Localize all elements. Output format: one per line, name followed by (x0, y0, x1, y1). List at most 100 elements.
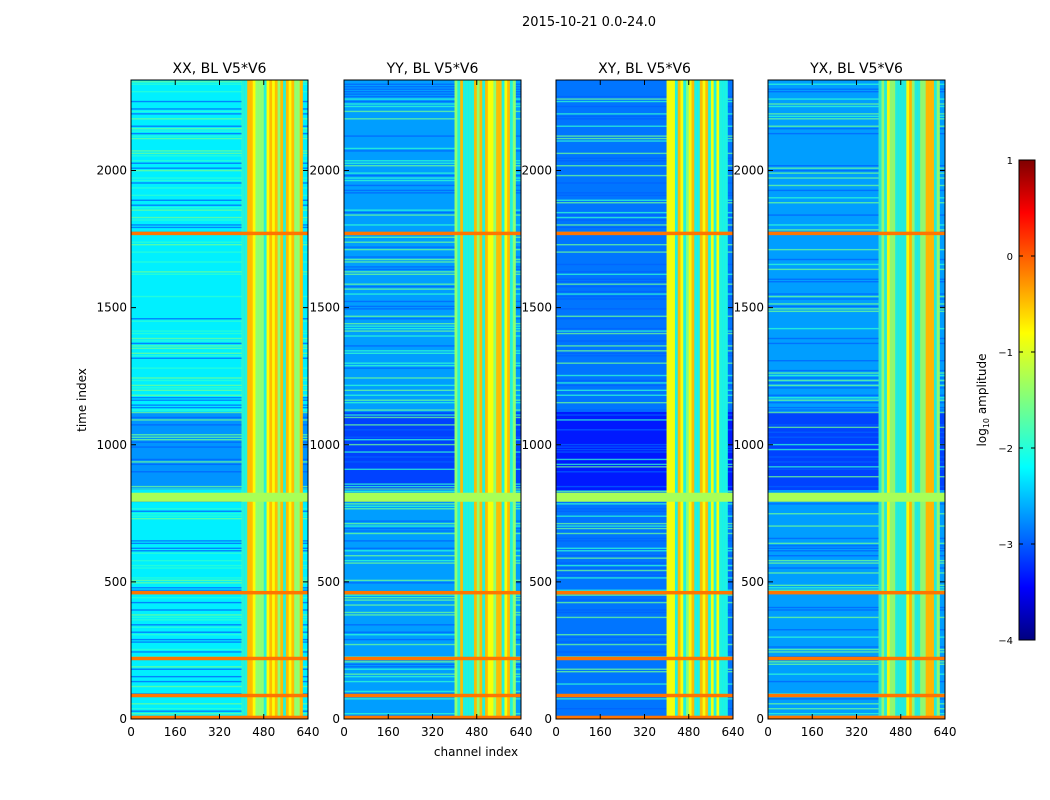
x-tick-label: 480 (465, 725, 488, 739)
time-streak (768, 327, 945, 330)
time-streak (556, 616, 733, 619)
time-streak (344, 266, 521, 268)
panel-title: XY, BL V5*V6 (598, 61, 691, 77)
time-streak (556, 192, 733, 194)
time-streak (344, 110, 521, 113)
time-streak (131, 244, 308, 246)
time-streak (131, 648, 308, 651)
channel-line (922, 80, 927, 719)
time-streak (131, 463, 308, 466)
x-tick-label: 640 (722, 725, 745, 739)
time-streak (768, 394, 945, 396)
colorbar-label-log: log (975, 428, 989, 446)
time-streak (131, 641, 308, 643)
x-tick-label: 480 (252, 725, 275, 739)
time-streak (556, 345, 733, 347)
y-tick-label: 500 (741, 575, 764, 589)
time-streak (131, 367, 308, 369)
time-streak (556, 540, 733, 542)
time-streak (344, 468, 521, 471)
channel-line (258, 80, 262, 719)
time-streak (556, 537, 733, 540)
time-streak (131, 567, 308, 569)
channel-line (266, 80, 270, 719)
time-streak (768, 406, 945, 409)
channel-line (288, 80, 292, 719)
time-streak (344, 300, 521, 303)
channel-line (925, 80, 929, 719)
time-streak (556, 636, 733, 638)
channel-line (501, 80, 505, 719)
time-streak (556, 330, 733, 332)
channel-line (493, 80, 497, 719)
time-streak (556, 572, 733, 574)
y-tick-label: 0 (544, 712, 552, 726)
time-streak (556, 318, 733, 320)
time-streak (131, 404, 308, 406)
time-streak (131, 160, 308, 162)
channel-line (280, 80, 284, 719)
channel-line (928, 80, 932, 719)
time-streak (768, 127, 945, 130)
time-streak (556, 515, 733, 517)
time-streak (131, 547, 308, 549)
time-streak (556, 490, 733, 493)
time-streak (131, 589, 308, 591)
rfi-time-row (768, 231, 945, 236)
time-streak (556, 350, 733, 352)
channel-line (674, 80, 679, 719)
channel-line (294, 80, 298, 719)
time-streak (344, 416, 521, 419)
time-streak (556, 98, 733, 100)
time-streak (768, 661, 945, 663)
time-streak (344, 271, 521, 273)
time-streak (556, 562, 733, 564)
time-streak (131, 638, 308, 641)
time-streak (556, 633, 733, 636)
time-streak (768, 165, 945, 167)
time-streak (344, 698, 521, 700)
time-streak (344, 177, 521, 179)
time-streak (556, 199, 733, 201)
time-streak (344, 322, 521, 325)
time-streak (768, 616, 945, 619)
time-streak (768, 281, 945, 283)
time-streak (344, 429, 521, 431)
time-streak (131, 624, 308, 626)
channel-line (473, 80, 478, 719)
channel-line (487, 80, 492, 719)
channel-line (884, 80, 888, 719)
time-streak (131, 397, 308, 399)
y-tick-label: 2000 (309, 164, 340, 178)
time-streak (344, 288, 521, 290)
time-streak (556, 352, 733, 355)
time-streak (131, 342, 308, 345)
time-streak (131, 219, 308, 221)
time-streak (131, 685, 308, 688)
x-tick-label: 0 (127, 725, 135, 739)
time-streak (556, 118, 733, 120)
time-streak (768, 703, 945, 705)
rfi-time-row (344, 656, 521, 661)
time-streak (131, 155, 308, 157)
time-streak (768, 646, 945, 648)
time-streak (131, 488, 308, 490)
time-streak (768, 708, 945, 710)
time-streak (131, 127, 308, 130)
time-streak (131, 177, 308, 179)
time-streak (768, 673, 945, 675)
channel-line (708, 80, 712, 719)
time-streak (344, 483, 521, 485)
time-streak (556, 219, 733, 221)
channel-line (666, 80, 670, 719)
colorbar-tick-label: −3 (998, 540, 1013, 551)
colorbar: 10−1−2−3−4 log10 amplitude (975, 156, 1036, 647)
time-streak (768, 476, 945, 478)
time-streak (768, 443, 945, 446)
channel-line (713, 80, 717, 719)
time-streak (768, 712, 945, 715)
x-tick-label: 160 (801, 725, 824, 739)
time-streak (344, 451, 521, 453)
time-streak (344, 594, 521, 596)
time-streak (768, 229, 945, 231)
